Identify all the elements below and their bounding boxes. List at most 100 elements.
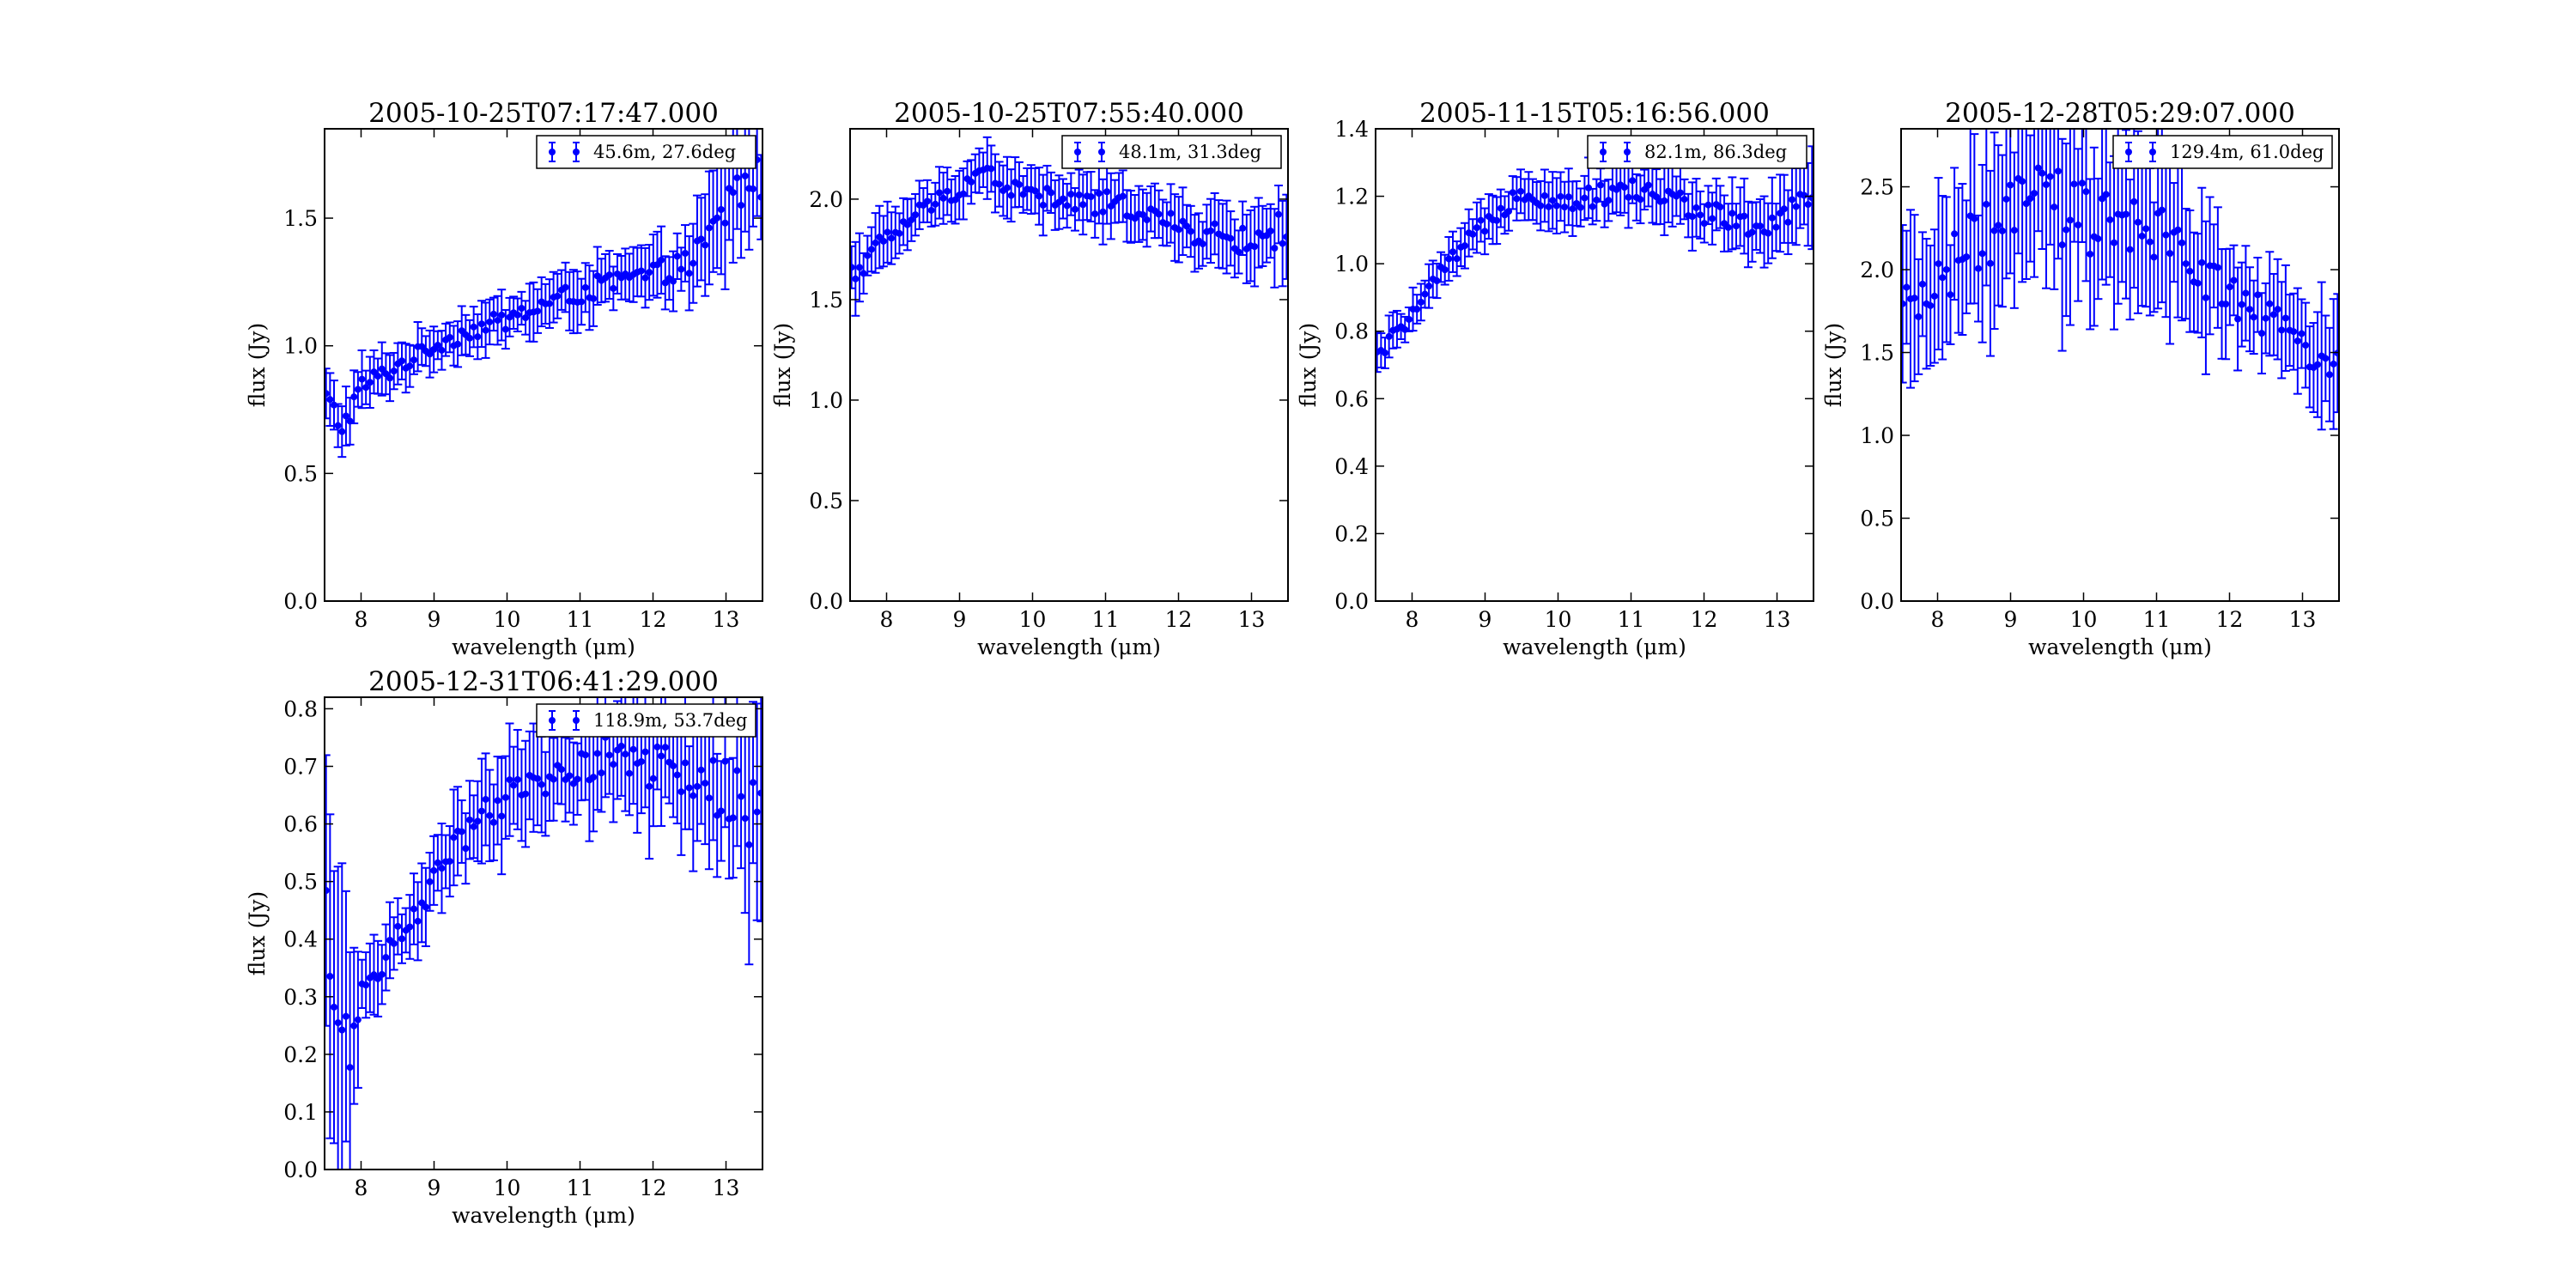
data-point: [330, 401, 337, 409]
data-point: [1048, 189, 1055, 197]
y-tick-label: 1.5: [809, 288, 843, 313]
data-point: [1596, 181, 1604, 189]
data-point: [1732, 222, 1740, 230]
y-tick-label: 0.5: [283, 870, 318, 895]
x-tick-label: 10: [1545, 607, 1572, 632]
x-tick-label: 10: [494, 607, 521, 632]
data-point: [1741, 212, 1748, 220]
x-tick-label: 10: [1019, 607, 1047, 632]
x-tick-label: 12: [640, 607, 667, 632]
x-tick-label: 12: [640, 1176, 667, 1200]
data-point: [968, 178, 975, 185]
data-point: [2130, 197, 2138, 205]
data-point: [1211, 220, 1218, 228]
data-series: [325, 129, 762, 459]
data-point: [578, 298, 586, 306]
x-tick-label: 9: [2004, 607, 2018, 632]
data-point: [482, 326, 489, 334]
data-point: [1493, 216, 1501, 224]
data-point: [370, 368, 378, 376]
data-point: [697, 766, 705, 774]
data-point: [1039, 201, 1047, 209]
data-point: [2070, 180, 2078, 188]
y-tick-label: 0.2: [283, 1042, 318, 1067]
y-tick-label: 0.3: [283, 985, 318, 1010]
data-point: [1688, 213, 1696, 221]
data-point: [550, 775, 557, 783]
data-point: [398, 357, 406, 365]
data-point: [477, 807, 485, 815]
data-point: [2234, 315, 2242, 323]
data-point: [2174, 226, 2182, 234]
data-point: [995, 180, 1003, 188]
data-point: [1772, 223, 1780, 231]
data-point: [1449, 248, 1457, 256]
data-point: [350, 1022, 358, 1030]
data-point: [1091, 210, 1099, 218]
data-point: [2066, 216, 2074, 224]
data-point: [354, 1016, 361, 1024]
x-tick-label: 9: [1479, 607, 1492, 632]
data-point: [1131, 215, 1139, 222]
data-point: [2290, 328, 2298, 336]
data-point: [641, 274, 649, 282]
data-point: [1441, 266, 1449, 274]
data-point: [855, 264, 863, 271]
data-point: [1986, 259, 1994, 267]
x-tick-label: 8: [355, 1176, 368, 1200]
data-point: [390, 368, 398, 375]
data-point: [1517, 187, 1525, 195]
data-point: [466, 334, 474, 342]
data-point: [2238, 301, 2245, 308]
data-point: [362, 384, 370, 392]
data-point: [593, 750, 601, 757]
data-point: [1589, 203, 1596, 210]
y-tick-label: 0.0: [283, 589, 318, 614]
data-point: [494, 317, 501, 325]
data-point: [884, 228, 891, 236]
x-tick-label: 12: [2216, 607, 2244, 632]
plot-frame: [324, 128, 763, 602]
data-point: [622, 750, 629, 758]
data-point: [2246, 306, 2254, 313]
data-point: [486, 318, 494, 325]
x-tick-label: 13: [1238, 607, 1266, 632]
data-point: [1625, 193, 1632, 201]
legend-label: 45.6m, 27.6deg: [593, 142, 736, 162]
data-point: [2314, 361, 2322, 368]
y-tick-label: 0.1: [283, 1100, 318, 1125]
data-point: [1239, 224, 1247, 232]
data-point: [673, 252, 681, 260]
data-point: [1251, 243, 1259, 251]
data-point: [605, 751, 613, 759]
data-point: [1557, 192, 1564, 200]
data-point: [446, 333, 453, 341]
data-point: [2202, 294, 2209, 301]
data-point: [2214, 264, 2221, 271]
data-point: [1792, 203, 1800, 210]
data-point: [673, 771, 681, 779]
data-point: [325, 390, 330, 398]
data-point: [1155, 210, 1163, 218]
subplot-3: 2005-11-15T05:16:56.000 8 9 10 11 12 13 0.0 0.2 0…: [1296, 98, 1814, 659]
x-tick-label: 11: [567, 607, 594, 632]
data-point: [498, 812, 506, 820]
data-point: [406, 923, 414, 931]
x-axis-label: wavelength (μm): [977, 635, 1161, 659]
data-point: [454, 340, 462, 348]
data-point: [342, 1012, 349, 1020]
legend-label: 118.9m, 53.7deg: [593, 710, 747, 731]
data-point: [398, 935, 406, 943]
data-point: [2146, 238, 2154, 246]
data-point: [1279, 240, 1286, 247]
data-point: [912, 211, 920, 219]
data-point: [1995, 222, 2002, 229]
plot-frame: [324, 696, 763, 1170]
y-tick-label: 0.8: [1334, 319, 1369, 344]
data-point: [1728, 210, 1736, 217]
data-point: [1445, 255, 1453, 263]
data-point: [1756, 222, 1764, 230]
y-tick-label: 1.2: [1334, 185, 1369, 210]
data-point: [2186, 267, 2194, 275]
